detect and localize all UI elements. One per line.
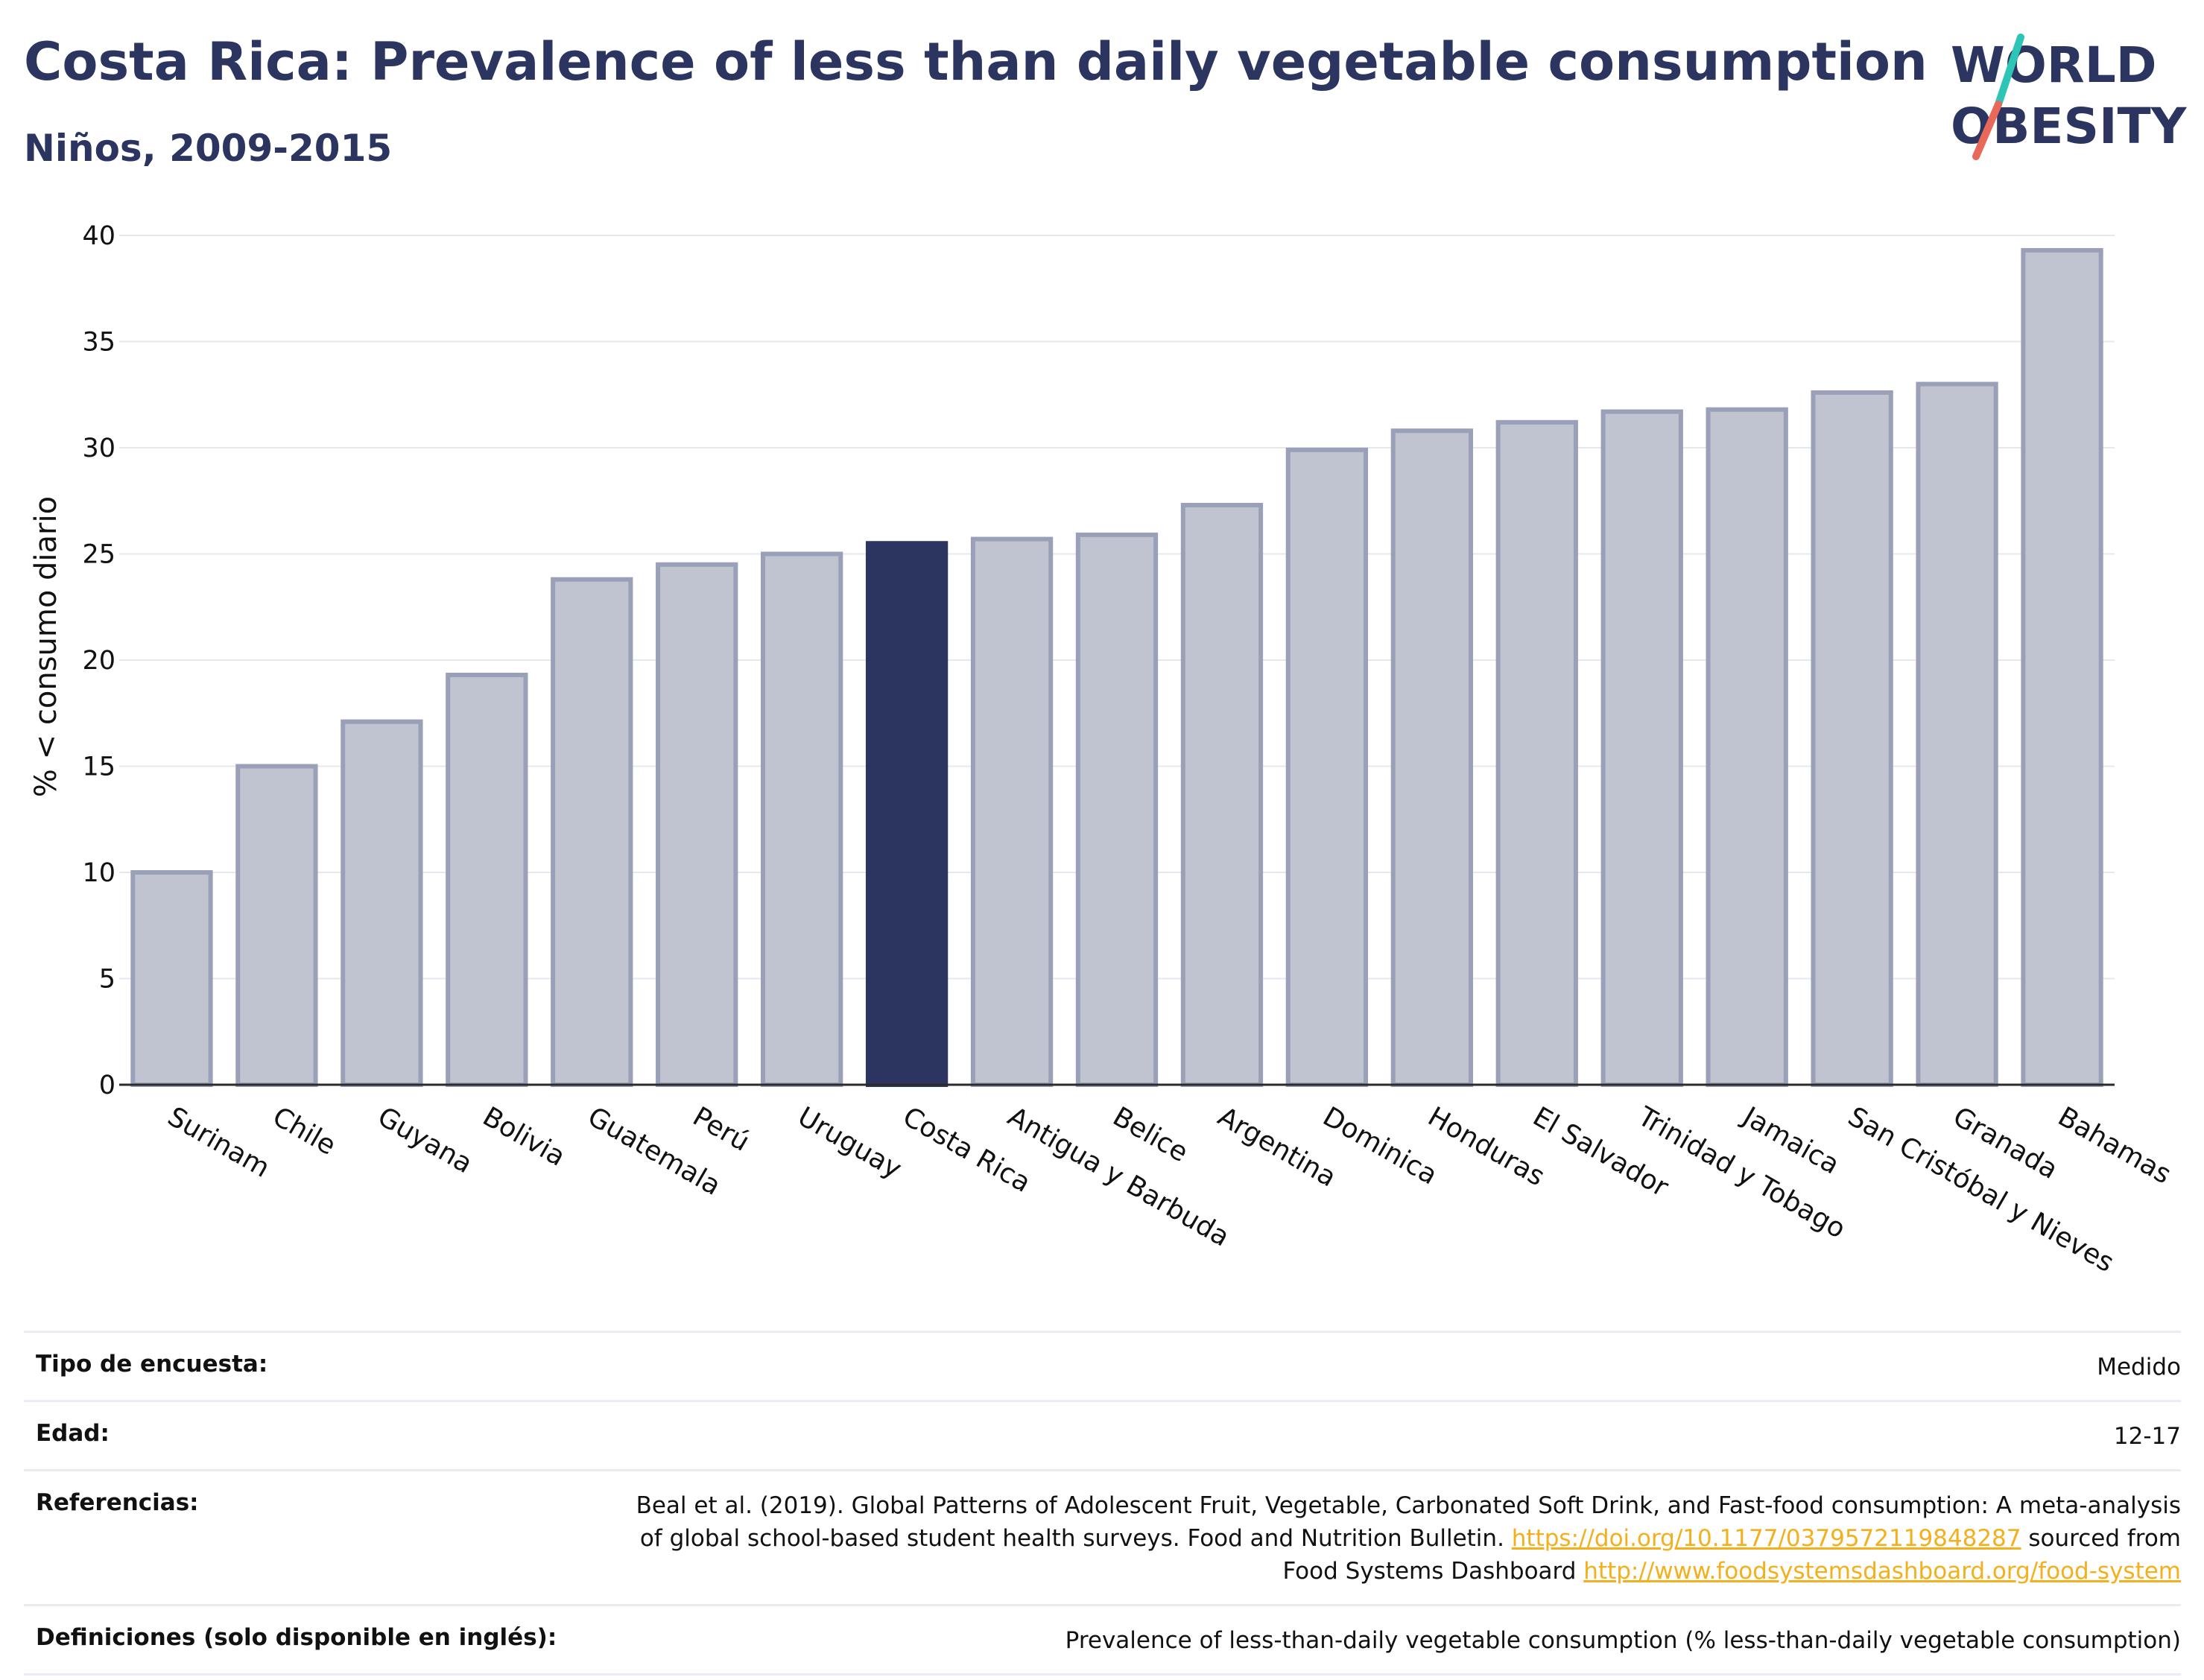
y-tick-label: 15 xyxy=(82,752,115,782)
references-text-1: Beal et al. (2019). Global Patterns of A… xyxy=(636,1492,2181,1552)
logo-slash-top xyxy=(1995,34,2024,108)
bar-granada xyxy=(1916,381,1998,1087)
y-tick-label: 0 xyxy=(99,1071,115,1100)
info-row-definitions: Definiciones (solo disponible en inglés)… xyxy=(24,1604,2181,1676)
bar-guatemala xyxy=(551,577,633,1087)
bar-costa-rica xyxy=(865,541,949,1087)
bar-bahamas xyxy=(2021,247,2103,1088)
references-label: Referencias: xyxy=(36,1489,199,1516)
bar-belice xyxy=(1075,532,1159,1087)
bar-per- xyxy=(656,562,738,1087)
logo-slash-bottom xyxy=(1972,101,2002,160)
x-tick-label: Guyana xyxy=(373,1101,478,1179)
x-tick-label: Honduras xyxy=(1422,1101,1549,1192)
age-label: Edad: xyxy=(36,1420,110,1447)
food-systems-link[interactable]: http://www.foodsystemsdashboard.org/food… xyxy=(1583,1558,2181,1585)
x-tick-label: Dominica xyxy=(1317,1101,1442,1191)
bar-dominica xyxy=(1285,447,1369,1087)
info-table: Tipo de encuesta: Medido Edad: 12-17 Ref… xyxy=(24,1331,2181,1676)
x-tick-label: Chile xyxy=(267,1101,341,1161)
y-axis-ticks: 0 5 10 15 20 25 30 35 40 xyxy=(82,221,115,1100)
bar-honduras xyxy=(1390,428,1473,1087)
bar-el-salvador xyxy=(1495,419,1578,1087)
chart-title: Costa Rica: Prevalence of less than dail… xyxy=(24,31,1928,92)
x-tick-label: Argentina xyxy=(1212,1101,1341,1193)
bars xyxy=(130,247,2103,1088)
age-value: 12-17 xyxy=(2113,1423,2181,1450)
y-tick-label: 30 xyxy=(82,434,115,463)
references-text-2: sourced from Food Systems Dashboard xyxy=(1282,1525,2181,1585)
x-tick-label: Bahamas xyxy=(2053,1101,2176,1190)
bar-bolivia xyxy=(446,672,528,1087)
bar-antigua-y-barbuda xyxy=(970,536,1054,1087)
bar-argentina xyxy=(1180,502,1264,1087)
bar-surinam xyxy=(130,870,213,1087)
info-row-age: Edad: 12-17 xyxy=(24,1400,2181,1469)
bar-san-crist-bal-y-nieves xyxy=(1811,390,1893,1087)
y-axis-label: % < consumo diario xyxy=(29,496,63,797)
info-row-references: Referencias: Beal et al. (2019). Global … xyxy=(24,1469,2181,1604)
x-tick-label: Belice xyxy=(1108,1101,1194,1168)
y-tick-label: 40 xyxy=(82,221,115,251)
bar-guyana xyxy=(341,719,423,1088)
bar-jamaica xyxy=(1706,407,1788,1087)
logo-line1: WORLD xyxy=(1951,37,2157,94)
definitions-value: Prevalence of less-than-daily vegetable … xyxy=(1065,1627,2181,1654)
x-tick-label: Bolivia xyxy=(478,1101,571,1173)
x-tick-label: Surinam xyxy=(162,1101,275,1184)
chart-subtitle: Niños, 2009-2015 xyxy=(24,127,393,170)
bar-chile xyxy=(235,764,318,1087)
x-tick-label: Perú xyxy=(688,1101,755,1158)
world-obesity-logo: WORLD OBESITY xyxy=(1951,34,2188,160)
survey-type-label: Tipo de encuesta: xyxy=(36,1351,268,1378)
x-tick-label: Uruguay xyxy=(793,1101,907,1185)
y-tick-label: 10 xyxy=(82,858,115,888)
bar-trinidad-y-tobago xyxy=(1600,409,1683,1087)
survey-type-value: Medido xyxy=(2097,1354,2181,1381)
doi-link[interactable]: https://doi.org/10.1177/0379572119848287 xyxy=(1511,1525,2021,1552)
references-value: Beal et al. (2019). Global Patterns of A… xyxy=(624,1489,2181,1588)
y-tick-label: 35 xyxy=(82,328,115,358)
y-tick-label: 25 xyxy=(82,540,115,570)
y-tick-label: 20 xyxy=(82,646,115,676)
info-row-survey-type: Tipo de encuesta: Medido xyxy=(24,1331,2181,1400)
bar-uruguay xyxy=(761,551,843,1087)
y-tick-label: 5 xyxy=(99,965,115,995)
definitions-label: Definiciones (solo disponible en inglés)… xyxy=(36,1624,557,1651)
